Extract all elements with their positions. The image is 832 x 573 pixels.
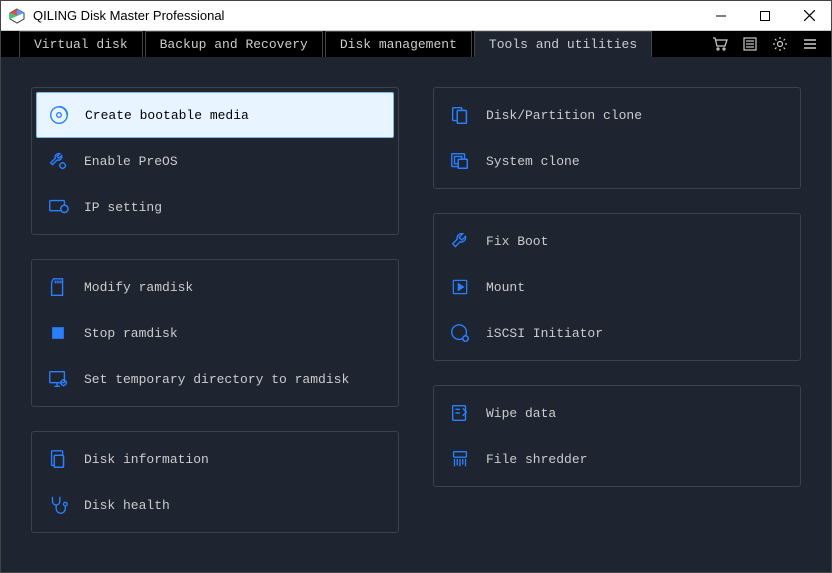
monitor-icon <box>46 195 70 219</box>
item-create-bootable-media[interactable]: Create bootable media <box>36 92 394 138</box>
stethoscope-icon <box>46 493 70 517</box>
sdcard-icon <box>46 275 70 299</box>
wrench-gear-icon <box>46 149 70 173</box>
menu-icon[interactable] <box>801 35 819 53</box>
tab-backup-recovery[interactable]: Backup and Recovery <box>145 31 323 57</box>
shredder-icon <box>448 447 472 471</box>
item-label: iSCSI Initiator <box>486 326 603 341</box>
list-icon[interactable] <box>741 35 759 53</box>
group-wipe: Wipe data File shredder <box>433 385 801 487</box>
tab-label: Disk management <box>340 37 457 52</box>
tab-disk-management[interactable]: Disk management <box>325 31 472 57</box>
group-diskinfo: Disk information Disk health <box>31 431 399 533</box>
item-label: IP setting <box>84 200 162 215</box>
group-clone: Disk/Partition clone System clone <box>433 87 801 189</box>
item-modify-ramdisk[interactable]: Modify ramdisk <box>36 264 394 310</box>
item-label: Stop ramdisk <box>84 326 178 341</box>
item-label: Modify ramdisk <box>84 280 193 295</box>
stop-icon <box>46 321 70 345</box>
right-column: Disk/Partition clone System clone Fix B <box>433 87 801 533</box>
left-column: Create bootable media Enable PreOS IP <box>31 87 399 533</box>
item-stop-ramdisk[interactable]: Stop ramdisk <box>36 310 394 356</box>
item-disk-partition-clone[interactable]: Disk/Partition clone <box>438 92 796 138</box>
toolbar-icons <box>711 31 831 57</box>
item-label: Enable PreOS <box>84 154 178 169</box>
item-label: File shredder <box>486 452 587 467</box>
item-label: System clone <box>486 154 580 169</box>
close-button[interactable] <box>787 1 831 31</box>
disk-circle-icon <box>448 321 472 345</box>
item-wipe-data[interactable]: Wipe data <box>438 390 796 436</box>
doc-icon <box>46 447 70 471</box>
cart-icon[interactable] <box>711 35 729 53</box>
item-label: Disk/Partition clone <box>486 108 642 123</box>
item-label: Set temporary directory to ramdisk <box>84 372 349 387</box>
tab-label: Backup and Recovery <box>160 37 308 52</box>
wrench-icon <box>448 229 472 253</box>
play-icon <box>448 275 472 299</box>
gear-icon[interactable] <box>771 35 789 53</box>
tab-virtual-disk[interactable]: Virtual disk <box>19 31 143 57</box>
item-mount[interactable]: Mount <box>438 264 796 310</box>
item-label: Fix Boot <box>486 234 548 249</box>
item-system-clone[interactable]: System clone <box>438 138 796 184</box>
tab-label: Tools and utilities <box>489 37 637 52</box>
minimize-button[interactable] <box>699 1 743 31</box>
item-iscsi-initiator[interactable]: iSCSI Initiator <box>438 310 796 356</box>
item-label: Disk information <box>84 452 209 467</box>
titlebar: QILING Disk Master Professional <box>1 1 831 31</box>
tab-tools-utilities[interactable]: Tools and utilities <box>474 31 652 57</box>
tabbar: Virtual disk Backup and Recovery Disk ma… <box>1 31 831 57</box>
content-area: Create bootable media Enable PreOS IP <box>1 57 831 563</box>
clone-icon <box>448 103 472 127</box>
disc-icon <box>47 103 71 127</box>
group-ramdisk: Modify ramdisk Stop ramdisk Set tempo <box>31 259 399 407</box>
item-label: Mount <box>486 280 525 295</box>
item-label: Wipe data <box>486 406 556 421</box>
item-disk-health[interactable]: Disk health <box>36 482 394 528</box>
app-logo-icon <box>9 8 25 24</box>
item-set-temp-directory[interactable]: Set temporary directory to ramdisk <box>36 356 394 402</box>
system-clone-icon <box>448 149 472 173</box>
item-file-shredder[interactable]: File shredder <box>438 436 796 482</box>
item-label: Create bootable media <box>85 108 249 123</box>
item-disk-information[interactable]: Disk information <box>36 436 394 482</box>
maximize-button[interactable] <box>743 1 787 31</box>
item-enable-preos[interactable]: Enable PreOS <box>36 138 394 184</box>
tab-label: Virtual disk <box>34 37 128 52</box>
item-fix-boot[interactable]: Fix Boot <box>438 218 796 264</box>
group-mount: Fix Boot Mount iSCSI Initiator <box>433 213 801 361</box>
eraser-icon <box>448 401 472 425</box>
item-label: Disk health <box>84 498 170 513</box>
group-boot: Create bootable media Enable PreOS IP <box>31 87 399 235</box>
monitor-gear-icon <box>46 367 70 391</box>
window-title: QILING Disk Master Professional <box>33 8 699 23</box>
item-ip-setting[interactable]: IP setting <box>36 184 394 230</box>
